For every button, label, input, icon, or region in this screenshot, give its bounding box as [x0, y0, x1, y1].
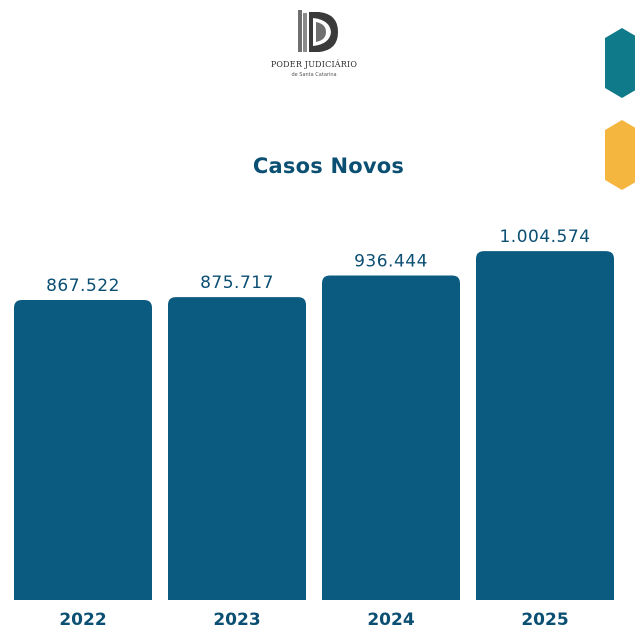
bar-2022	[14, 300, 152, 600]
emblem-icon	[298, 10, 338, 52]
bar-2023	[168, 297, 306, 600]
category-label-2023: 2023	[213, 610, 260, 628]
logo-line1: PODER JUDICIÁRIO	[271, 60, 358, 69]
orange-hexagon-icon	[605, 120, 635, 190]
chart-title: Casos Novos	[252, 154, 405, 178]
category-label-2022: 2022	[59, 610, 106, 628]
bars-layer	[14, 251, 614, 601]
category-label-2025: 2025	[521, 610, 568, 628]
bar-2025	[476, 251, 614, 601]
value-label-2025: 1.004.574	[499, 227, 590, 247]
category-label-2024: 2024	[367, 610, 414, 628]
value-label-2023: 875.717	[200, 273, 274, 293]
value-label-2022: 867.522	[46, 276, 120, 296]
logo-line2: de Santa Catarina	[291, 72, 336, 78]
decorative-hexagons	[605, 28, 635, 190]
value-label-2024: 936.444	[354, 251, 428, 271]
value-labels-layer: 867.522 875.717 936.444 1.004.574	[46, 227, 590, 296]
bar-2024	[322, 275, 460, 600]
category-labels-layer: 2022 2023 2024 2025	[59, 610, 568, 628]
tribunal-logo: PODER JUDICIÁRIO de Santa Catarina	[271, 10, 358, 78]
teal-hexagon-icon	[605, 28, 635, 98]
